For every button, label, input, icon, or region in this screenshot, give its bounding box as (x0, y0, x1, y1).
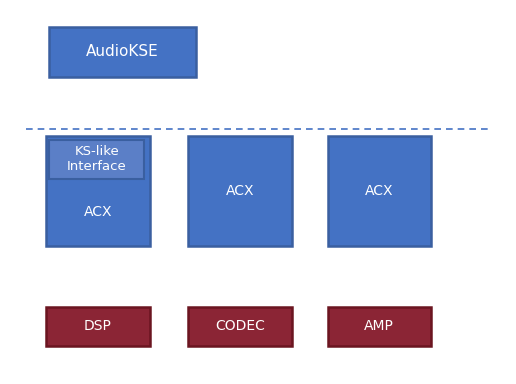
Text: KS-like
Interface: KS-like Interface (67, 146, 126, 173)
FancyBboxPatch shape (49, 27, 196, 77)
Text: DSP: DSP (84, 319, 112, 333)
FancyBboxPatch shape (188, 307, 292, 346)
Text: ACX: ACX (84, 205, 112, 219)
Text: CODEC: CODEC (215, 319, 265, 333)
Text: ACX: ACX (365, 184, 394, 198)
Text: AudioKSE: AudioKSE (86, 44, 159, 60)
FancyBboxPatch shape (328, 136, 431, 246)
FancyBboxPatch shape (46, 136, 150, 246)
FancyBboxPatch shape (49, 140, 144, 179)
Text: ACX: ACX (225, 184, 254, 198)
FancyBboxPatch shape (188, 136, 292, 246)
FancyBboxPatch shape (328, 307, 431, 346)
FancyBboxPatch shape (46, 307, 150, 346)
Text: AMP: AMP (364, 319, 394, 333)
